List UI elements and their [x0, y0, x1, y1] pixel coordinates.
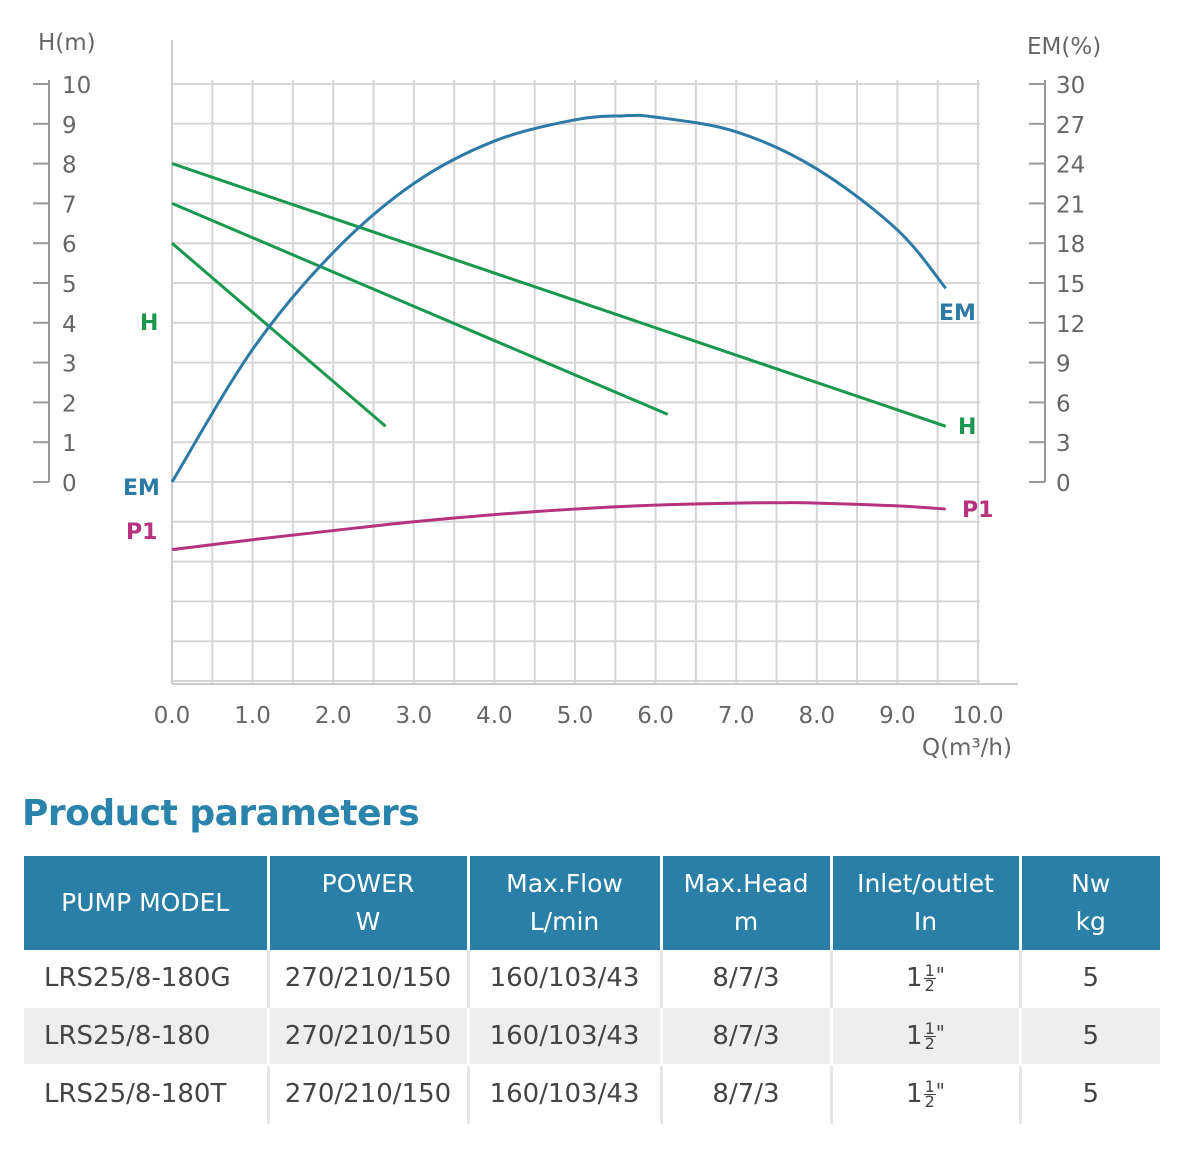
x-axis-tick-label: 5.0 — [557, 703, 594, 729]
left-axis-tick-label: 2 — [62, 391, 77, 417]
table-row: LRS25/8-180 270/210/150 160/103/43 8/7/3… — [24, 1007, 1160, 1066]
cell-nw: 5 — [1020, 950, 1160, 1008]
cell-nw: 5 — [1020, 1007, 1160, 1066]
chart-labels: H H EM EM P1 P1 — [123, 301, 993, 545]
right-axis-tick-label: 9 — [1056, 352, 1071, 378]
x-axis-title: Q(m³/h) — [922, 735, 1012, 761]
table-row: LRS25/8-180G 270/210/150 160/103/43 8/7/… — [24, 950, 1160, 1008]
left-axis-tick-label: 9 — [62, 113, 77, 139]
product-parameters-table: PUMP MODEL POWER W Max.Flow L/min Max.He… — [24, 856, 1160, 1124]
cell-model: LRS25/8-180 — [24, 1007, 270, 1066]
label-p1-right: P1 — [962, 498, 993, 523]
header-inlet-outlet: Inlet/outlet In — [831, 856, 1022, 950]
right-axis-tick-label: 6 — [1056, 391, 1071, 417]
product-parameters-title: Product parameters — [22, 793, 420, 834]
chart-series — [170, 113, 947, 552]
cell-power: 270/210/150 — [268, 950, 470, 1008]
cell-inlet: 1 1 2 " — [831, 1007, 1022, 1066]
left-axis-title: H(m) — [38, 30, 96, 56]
series-h-line — [171, 242, 387, 428]
left-axis-tick-label: 4 — [62, 312, 77, 338]
right-axis-tick-label: 12 — [1056, 312, 1085, 338]
cell-power: 270/210/150 — [268, 1007, 470, 1066]
left-axis-tick-label: 10 — [62, 73, 91, 99]
right-axis-tick-label: 21 — [1056, 192, 1085, 218]
left-axis-tick-label: 7 — [62, 192, 77, 218]
left-axis-tick-label: 5 — [62, 272, 77, 298]
cell-flow: 160/103/43 — [468, 1007, 663, 1066]
header-max-head: Max.Head m — [661, 856, 833, 950]
left-axis-tick-label: 8 — [62, 153, 77, 179]
label-em-right: EM — [939, 301, 976, 326]
cell-inlet: 1 1 2 " — [831, 1065, 1022, 1124]
left-axis-tick-label: 1 — [62, 431, 77, 457]
left-axis-tick-label: 3 — [62, 352, 77, 378]
cell-head: 8/7/3 — [661, 950, 833, 1008]
left-axis-tick-label: 6 — [62, 232, 77, 258]
right-axis-tick-label: 3 — [1056, 431, 1071, 457]
label-em-left: EM — [123, 476, 160, 501]
cell-head: 8/7/3 — [661, 1007, 833, 1066]
right-axis-title: EM(%) — [1027, 34, 1101, 60]
x-axis-tick-label: 9.0 — [879, 703, 916, 729]
x-axis-tick-label: 1.0 — [234, 703, 271, 729]
label-p1-left: P1 — [126, 520, 157, 545]
table-header-row: PUMP MODEL POWER W Max.Flow L/min Max.He… — [24, 856, 1160, 950]
cell-nw: 5 — [1020, 1065, 1160, 1124]
right-axis-tick-label: 0 — [1056, 471, 1071, 497]
right-axis-tick-label: 30 — [1056, 73, 1085, 99]
header-max-flow: Max.Flow L/min — [468, 856, 663, 950]
chart-grid — [171, 80, 980, 684]
x-axis-tick-label: 6.0 — [637, 703, 674, 729]
x-axis-tick-label: 3.0 — [396, 703, 433, 729]
table-row: LRS25/8-180T 270/210/150 160/103/43 8/7/… — [24, 1065, 1160, 1124]
x-axis-tick-label: 7.0 — [718, 703, 755, 729]
label-h-right: H — [958, 415, 976, 440]
header-power: POWER W — [268, 856, 470, 950]
x-axis-tick-label: 4.0 — [476, 703, 513, 729]
x-axis-tick-label: 8.0 — [799, 703, 836, 729]
series-em-line — [170, 113, 947, 483]
pump-performance-chart: 012345678910H(m)036912151821242730EM(%)0… — [33, 30, 1101, 761]
x-axis-tick-label: 10.0 — [952, 703, 1003, 729]
right-axis-tick-label: 27 — [1056, 113, 1085, 139]
series-p1-line — [171, 501, 946, 552]
x-axis-tick-label: 0.0 — [154, 703, 191, 729]
cell-power: 270/210/150 — [268, 1065, 470, 1124]
header-pump-model: PUMP MODEL — [24, 856, 270, 950]
cell-model: LRS25/8-180G — [24, 950, 270, 1008]
cell-flow: 160/103/43 — [468, 950, 663, 1008]
right-axis-tick-label: 15 — [1056, 272, 1085, 298]
right-axis-tick-label: 18 — [1056, 232, 1085, 258]
header-nw: Nw kg — [1020, 856, 1160, 950]
cell-model: LRS25/8-180T — [24, 1065, 270, 1124]
left-axis-tick-label: 0 — [62, 471, 77, 497]
right-axis-tick-label: 24 — [1056, 153, 1085, 179]
cell-inlet: 1 1 2 " — [831, 950, 1022, 1008]
series-h-line — [171, 162, 947, 428]
cell-head: 8/7/3 — [661, 1065, 833, 1124]
series-h-line — [171, 202, 669, 416]
label-h-left: H — [140, 311, 158, 336]
chart-axes: 012345678910H(m)036912151821242730EM(%)0… — [33, 30, 1101, 761]
cell-flow: 160/103/43 — [468, 1065, 663, 1124]
x-axis-tick-label: 2.0 — [315, 703, 352, 729]
